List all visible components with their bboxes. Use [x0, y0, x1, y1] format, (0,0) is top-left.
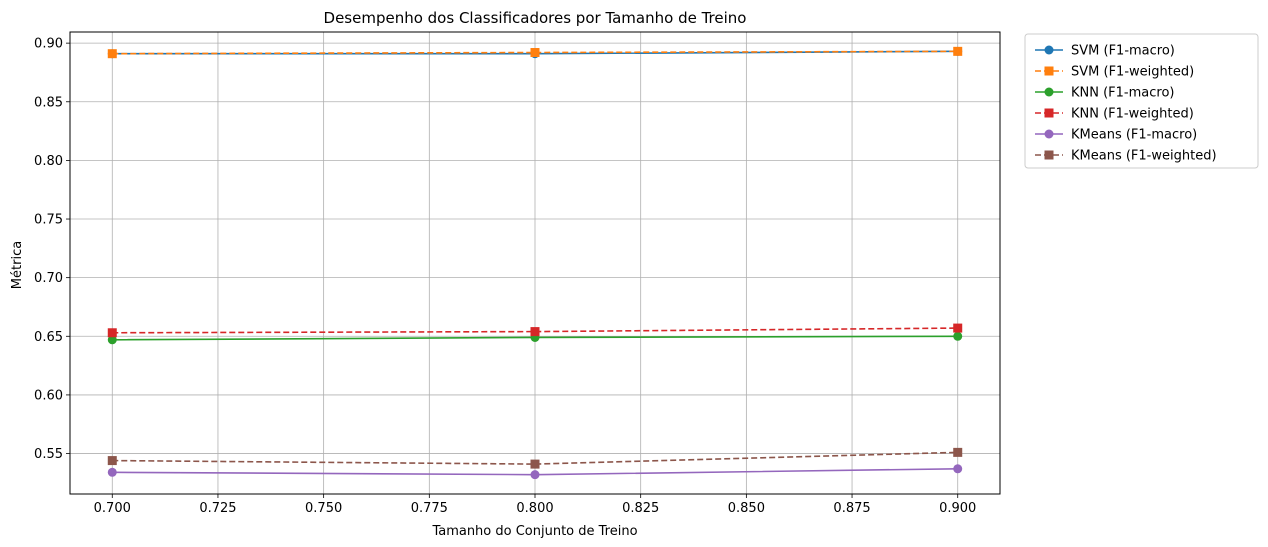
legend-swatch-marker: [1044, 45, 1054, 55]
legend-label: SVM (F1-weighted): [1071, 65, 1194, 80]
legend-swatch-marker: [1044, 66, 1054, 76]
plot-frame: [69, 31, 1001, 495]
data-point: [530, 470, 540, 480]
legend: SVM (F1-macro) SVM (F1-weighted) KNN (F1-m…: [1024, 33, 1259, 169]
legend-swatch-marker: [1044, 150, 1054, 160]
data-point: [530, 327, 540, 337]
data-point: [107, 335, 117, 345]
y-tick-label: 0.75: [34, 213, 63, 228]
y-tick-label: 0.60: [34, 388, 63, 403]
legend-swatch-marker: [1044, 129, 1054, 139]
y-tick-label: 0.65: [34, 330, 63, 345]
legend-swatch-marker: [1044, 108, 1054, 118]
legend-label: SVM (F1-macro): [1071, 44, 1175, 59]
x-tick-label: 0.725: [199, 501, 236, 516]
data-point: [953, 46, 963, 56]
x-axis-label: Tamanho do Conjunto de Treino: [431, 524, 637, 539]
data-point: [107, 467, 117, 477]
legend-label: KMeans (F1-macro): [1071, 128, 1197, 143]
data-point: [107, 49, 117, 59]
series-1: [107, 46, 963, 59]
series-line: [112, 451, 958, 465]
x-tick-label: 0.875: [833, 501, 870, 516]
data-point: [530, 48, 540, 58]
y-tick-label: 0.70: [34, 271, 63, 286]
series-group: [107, 46, 963, 480]
y-axis-label: Métrica: [10, 241, 25, 289]
data-point: [107, 456, 117, 466]
x-tick-label: 0.900: [939, 501, 976, 516]
series-line: [112, 327, 958, 334]
legend-label: KNN (F1-macro): [1071, 86, 1174, 101]
x-tick-label: 0.750: [305, 501, 342, 516]
chart-title: Desempenho dos Classificadores por Taman…: [324, 9, 747, 27]
legend-label: KNN (F1-weighted): [1071, 107, 1194, 122]
x-tick-label: 0.800: [516, 501, 553, 516]
x-tick-label: 0.775: [411, 501, 448, 516]
data-point: [953, 331, 963, 341]
y-tick-label: 0.80: [34, 154, 63, 169]
series-4: [107, 464, 963, 480]
data-point: [953, 447, 963, 457]
axis-ticks: 0.700 0.725 0.750 0.775 0.800 0.825 0.850 0.875…: [34, 37, 976, 516]
series-3: [107, 323, 963, 338]
series-5: [107, 447, 963, 469]
x-tick-label: 0.850: [728, 501, 765, 516]
data-point: [953, 323, 963, 333]
y-tick-label: 0.55: [34, 447, 63, 462]
x-tick-label: 0.825: [622, 501, 659, 516]
data-point: [953, 464, 963, 474]
series-line: [112, 50, 958, 55]
legend-swatch-marker: [1044, 87, 1054, 97]
data-point: [107, 328, 117, 338]
data-point: [530, 459, 540, 469]
y-tick-label: 0.90: [34, 37, 63, 52]
grid: [70, 32, 1000, 494]
legend-label: KMeans (F1-weighted): [1071, 149, 1217, 164]
x-tick-label: 0.700: [94, 501, 131, 516]
y-tick-label: 0.85: [34, 95, 63, 110]
legend-box: [1024, 33, 1259, 169]
